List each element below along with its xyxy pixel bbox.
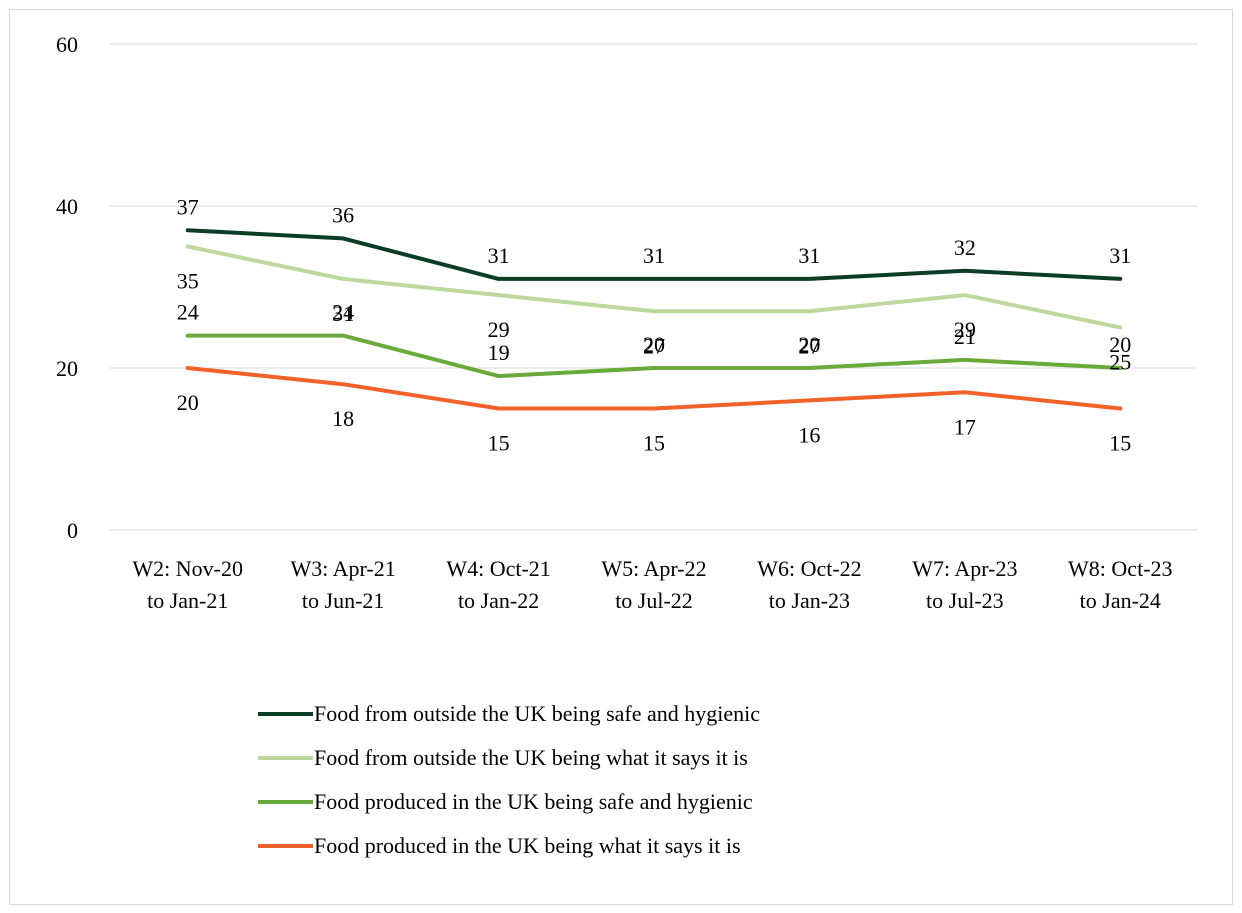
data-label: 31 (643, 243, 665, 268)
x-axis-labels: W2: Nov-20 to Jan-21 W3: Apr-21 to Jun-21 W4… (132, 556, 1172, 613)
y-axis-labels: 0 20 40 60 (56, 32, 78, 543)
y-tick-label: 0 (67, 518, 78, 543)
series-line (185, 228, 1123, 281)
data-label: 27 (643, 333, 665, 358)
legend-item: Food produced in the UK being what it sa… (258, 824, 1018, 868)
data-label: 24 (177, 300, 199, 325)
legend: Food from outside the UK being safe and … (258, 692, 1018, 868)
data-label: 27 (798, 333, 820, 358)
data-label: 37 (177, 194, 199, 219)
data-label: 31 (1109, 243, 1131, 268)
legend-item: Food from outside the UK being what it s… (258, 736, 1018, 780)
legend-swatch (258, 712, 313, 716)
data-label: 29 (954, 317, 976, 342)
x-tick-label: W8: Oct-23 to Jan-24 (1068, 556, 1172, 613)
legend-item: Food from outside the UK being safe and … (258, 692, 1018, 736)
data-label: 15 (488, 431, 510, 456)
x-tick-label: W2: Nov-20 to Jan-21 (132, 556, 243, 613)
y-tick-label: 40 (56, 194, 78, 219)
data-label: 17 (954, 414, 976, 439)
chart-frame (9, 9, 1233, 905)
data-label: 20 (177, 390, 199, 415)
data-label: 31 (798, 243, 820, 268)
series-line (185, 333, 1123, 379)
legend-swatch (258, 756, 313, 760)
data-label: 20 (643, 332, 665, 357)
x-tick-label: W3: Apr-21 to Jun-21 (291, 556, 396, 613)
data-label: 20 (798, 332, 820, 357)
data-label: 25 (1109, 350, 1131, 375)
data-label: 31 (488, 243, 510, 268)
data-label: 36 (332, 202, 354, 227)
data-labels: 37 36 31 31 31 32 31 35 31 29 27 27 29 25 24 24 19 20 20 21… (177, 194, 1132, 455)
legend-label: Food from outside the UK being safe and … (314, 701, 761, 726)
data-label: 24 (332, 300, 354, 325)
data-label: 19 (488, 340, 510, 365)
x-tick-label: W4: Oct-21 to Jan-22 (446, 556, 550, 613)
data-label: 35 (177, 269, 199, 294)
series-lines (185, 228, 1123, 411)
data-label: 18 (332, 406, 354, 431)
data-label: 29 (488, 317, 510, 342)
y-tick-label: 20 (56, 356, 78, 381)
data-label: 16 (798, 422, 820, 447)
y-tick-label: 60 (56, 32, 78, 57)
x-tick-label: W6: Oct-22 to Jan-23 (757, 556, 861, 613)
legend-label: Food produced in the UK being what it sa… (314, 833, 741, 858)
legend-label: Food from outside the UK being what it s… (314, 745, 748, 770)
legend-swatch (258, 844, 313, 848)
legend-label: Food produced in the UK being safe and h… (314, 789, 753, 814)
x-tick-label: W5: Apr-22 to Jul-22 (601, 556, 706, 613)
data-label: 15 (1109, 431, 1131, 456)
series-line (185, 244, 1123, 330)
legend-swatch (258, 800, 313, 804)
data-label: 31 (332, 301, 354, 326)
series-line (185, 366, 1123, 411)
data-label: 15 (643, 431, 665, 456)
data-label: 20 (1109, 332, 1131, 357)
gridlines (110, 43, 1198, 531)
data-label: 21 (954, 324, 976, 349)
x-tick-label: W7: Apr-23 to Jul-23 (912, 556, 1017, 613)
legend-item: Food produced in the UK being safe and h… (258, 780, 1018, 824)
data-label: 32 (954, 235, 976, 260)
